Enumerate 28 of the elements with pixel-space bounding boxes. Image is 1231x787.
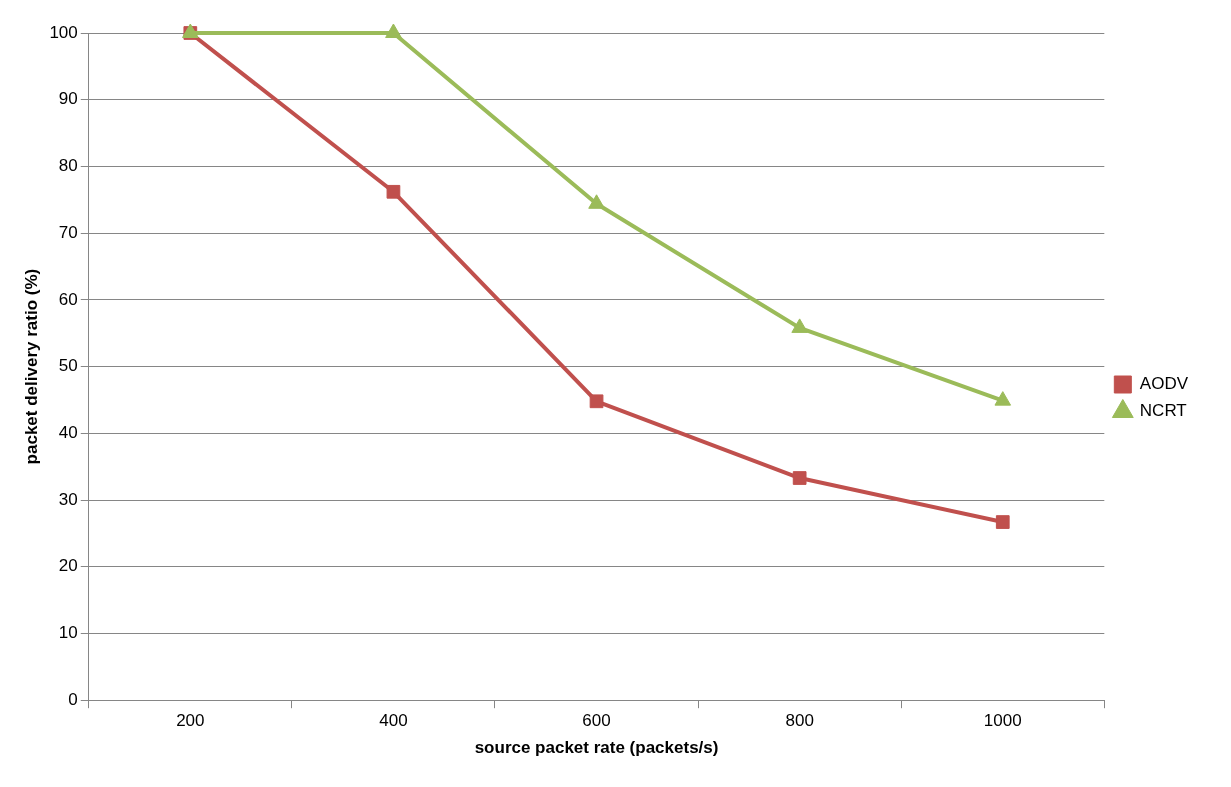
y-tick-label: 30	[58, 489, 78, 509]
x-axis-title: source packet rate (packets/s)	[474, 738, 719, 758]
point	[385, 23, 402, 38]
legend-label: AODV	[1139, 374, 1189, 394]
y-tick-label: 80	[58, 156, 78, 176]
point	[588, 194, 605, 209]
point	[994, 391, 1012, 406]
y-tick-label: 50	[58, 356, 78, 376]
point	[995, 515, 1010, 529]
y-tick-label: 100	[49, 22, 78, 42]
y-tick-label: 20	[58, 556, 78, 576]
y-tick-label: 0	[68, 689, 78, 709]
point	[791, 318, 808, 333]
x-tick-label: 200	[176, 711, 205, 731]
y-tick-label: 70	[58, 222, 78, 242]
y-tick-label: 40	[58, 423, 78, 443]
y-tick-label: 60	[58, 289, 78, 309]
y-tick-label: 10	[58, 623, 78, 643]
x-tick-label: 600	[582, 711, 611, 731]
point	[589, 394, 604, 409]
x-tick-label: 400	[379, 711, 408, 731]
legend-label: NCRT	[1139, 401, 1187, 421]
y-tick-label: 90	[58, 89, 78, 109]
point	[792, 471, 807, 485]
x-tick-label: 800	[785, 711, 814, 731]
x-tick-label: 1000	[983, 711, 1022, 731]
y-axis-title: packet delivery ratio (%)	[21, 268, 41, 465]
point	[386, 184, 401, 199]
